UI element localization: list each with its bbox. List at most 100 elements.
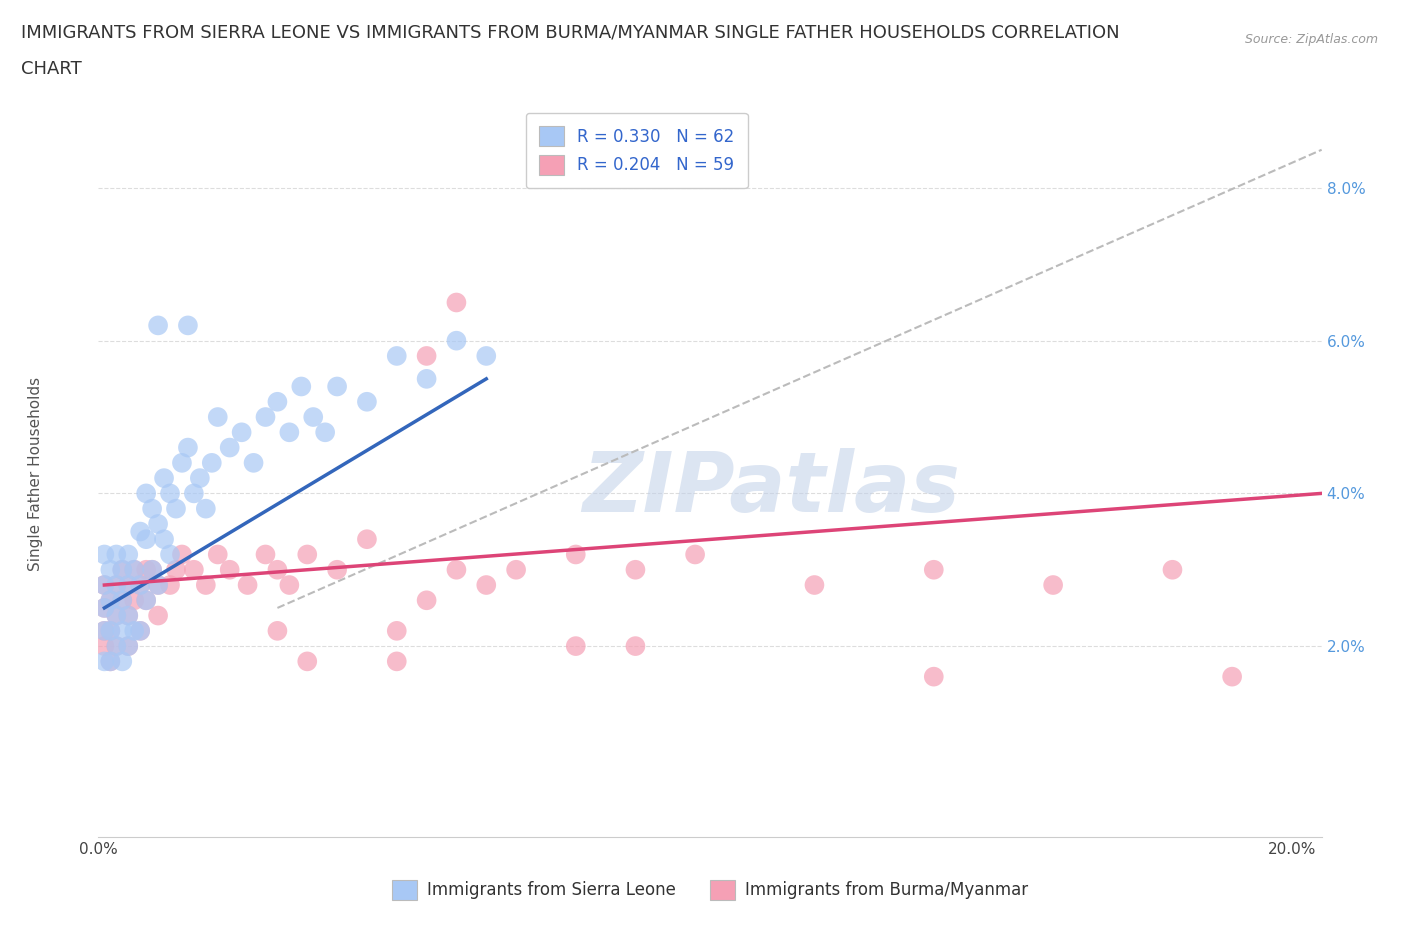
Y-axis label: Single Father Households: Single Father Households: [28, 378, 42, 571]
Point: [159, 486, 181, 501]
Point: [135, 563, 157, 578]
Point: [159, 547, 181, 562]
Point: [111, 592, 134, 607]
Point: [111, 654, 134, 669]
Point: [177, 440, 200, 455]
Point: [242, 456, 264, 471]
Point: [141, 501, 163, 516]
Point: [356, 532, 378, 547]
Point: [624, 563, 647, 578]
Text: IMMIGRANTS FROM SIERRA LEONE VS IMMIGRANTS FROM BURMA/MYANMAR SINGLE FATHER HOUS: IMMIGRANTS FROM SIERRA LEONE VS IMMIGRAN…: [21, 23, 1119, 41]
Point: [231, 425, 253, 440]
Point: [683, 547, 706, 562]
Point: [111, 623, 134, 638]
Point: [188, 471, 211, 485]
Point: [117, 639, 139, 654]
Point: [218, 440, 240, 455]
Point: [254, 547, 277, 562]
Point: [129, 623, 152, 638]
Point: [266, 394, 288, 409]
Point: [117, 608, 139, 623]
Point: [111, 563, 134, 578]
Point: [159, 578, 181, 592]
Point: [415, 592, 437, 607]
Point: [278, 425, 301, 440]
Point: [254, 409, 277, 424]
Point: [93, 547, 115, 562]
Point: [183, 563, 205, 578]
Text: Source: ZipAtlas.com: Source: ZipAtlas.com: [1244, 33, 1378, 46]
Point: [98, 623, 121, 638]
Point: [93, 578, 115, 592]
Text: ZIPatlas: ZIPatlas: [582, 448, 960, 529]
Point: [385, 654, 408, 669]
Point: [129, 578, 152, 592]
Point: [98, 654, 121, 669]
Point: [129, 578, 152, 592]
Point: [141, 563, 163, 578]
Point: [146, 608, 169, 623]
Point: [153, 532, 176, 547]
Point: [170, 547, 193, 562]
Point: [1042, 578, 1064, 592]
Point: [565, 547, 588, 562]
Point: [278, 578, 301, 592]
Point: [326, 379, 349, 394]
Point: [218, 563, 240, 578]
Point: [207, 547, 229, 562]
Point: [385, 623, 408, 638]
Point: [446, 333, 468, 348]
Point: [1161, 563, 1184, 578]
Point: [105, 608, 128, 623]
Point: [290, 379, 312, 394]
Text: CHART: CHART: [21, 60, 82, 78]
Point: [297, 654, 319, 669]
Point: [475, 349, 498, 364]
Point: [624, 639, 647, 654]
Point: [201, 456, 224, 471]
Point: [385, 349, 408, 364]
Point: [153, 471, 176, 485]
Point: [207, 409, 229, 424]
Point: [177, 318, 200, 333]
Point: [93, 654, 115, 669]
Point: [129, 623, 152, 638]
Point: [111, 563, 134, 578]
Point: [356, 394, 378, 409]
Point: [117, 608, 139, 623]
Point: [117, 547, 139, 562]
Point: [415, 349, 437, 364]
Point: [475, 578, 498, 592]
Point: [129, 525, 152, 539]
Point: [98, 592, 121, 607]
Point: [93, 601, 115, 616]
Point: [302, 409, 325, 424]
Point: [446, 295, 468, 310]
Point: [135, 592, 157, 607]
Point: [194, 501, 217, 516]
Point: [803, 578, 825, 592]
Point: [93, 578, 115, 592]
Point: [146, 516, 169, 531]
Point: [93, 623, 115, 638]
Point: [135, 486, 157, 501]
Point: [266, 563, 288, 578]
Point: [122, 563, 145, 578]
Point: [93, 639, 115, 654]
Point: [105, 578, 128, 592]
Point: [98, 654, 121, 669]
Point: [505, 563, 527, 578]
Point: [98, 623, 121, 638]
Point: [105, 639, 128, 654]
Point: [146, 318, 169, 333]
Point: [146, 578, 169, 592]
Legend: Immigrants from Sierra Leone, Immigrants from Burma/Myanmar: Immigrants from Sierra Leone, Immigrants…: [384, 871, 1036, 909]
Point: [170, 456, 193, 471]
Point: [194, 578, 217, 592]
Point: [236, 578, 259, 592]
Point: [135, 592, 157, 607]
Point: [314, 425, 336, 440]
Point: [415, 371, 437, 386]
Point: [165, 563, 187, 578]
Point: [165, 501, 187, 516]
